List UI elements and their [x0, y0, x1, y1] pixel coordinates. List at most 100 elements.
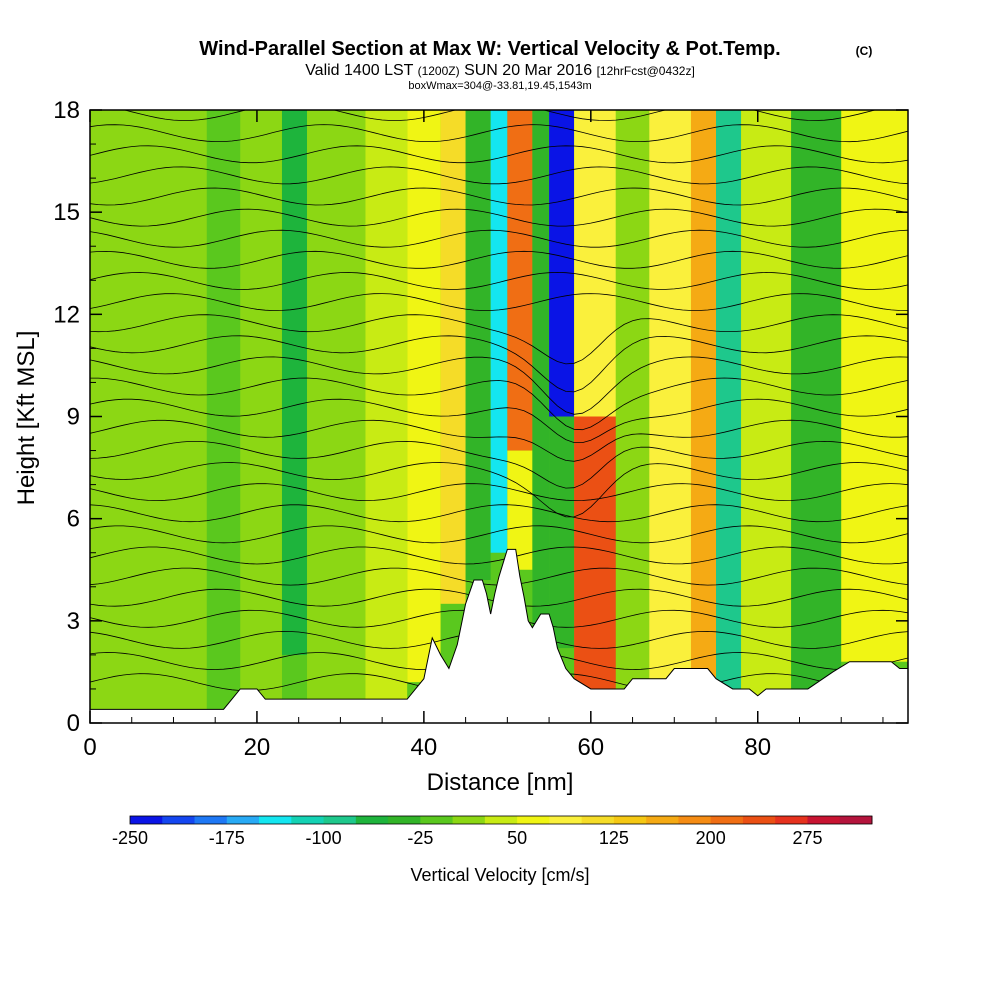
colorbar-tick-label-1: -175 — [209, 828, 245, 848]
isentrope-22 — [90, 208, 908, 227]
velocity-cell-5 — [365, 110, 408, 700]
colorbar-swatch-4 — [259, 816, 292, 824]
colorbar-swatch-18 — [710, 816, 744, 824]
colorbar-swatch-2 — [194, 816, 228, 824]
colorbar-frame — [129, 815, 873, 825]
y-tick-label-6: 18 — [53, 97, 80, 124]
x-tick-label-4: 80 — [744, 734, 771, 761]
chart-title: Wind-Parallel Section at Max W: Vertical… — [199, 38, 780, 60]
isentrope-7 — [90, 525, 908, 544]
velocity-cell-3 — [281, 110, 308, 655]
isentrope-8 — [90, 504, 908, 523]
colorbar-swatch-16 — [646, 816, 679, 824]
terrain-mask — [90, 548, 908, 723]
colorbar-swatch-3 — [226, 816, 260, 824]
colorbar-swatch-15 — [613, 816, 647, 824]
subtitle-forecast: [12hrFcst@0432z] — [597, 64, 695, 78]
colorbar-swatch-1 — [162, 816, 196, 824]
chart-subtitle: Valid 1400 LST (1200Z) SUN 20 Mar 2016 [… — [305, 62, 695, 79]
isentrope-23 — [90, 187, 908, 206]
isentrope-21 — [90, 229, 908, 248]
colorbar-swatch-0 — [130, 816, 163, 824]
isentrope-16 — [90, 335, 908, 393]
y-tick-label-4: 12 — [53, 301, 80, 328]
isentrope-27 — [122, 110, 877, 121]
copyright-mark: (C) — [856, 44, 873, 58]
x-tick-label-3: 60 — [577, 734, 604, 761]
colorbar-tick-label-0: -250 — [112, 828, 148, 848]
x-tick-label-1: 20 — [244, 734, 271, 761]
velocity-cell-23 — [841, 110, 908, 662]
isentrope-9 — [90, 483, 908, 502]
isentrope-15 — [90, 356, 908, 415]
colorbar-swatch-14 — [581, 816, 615, 824]
colorbar-swatch-13 — [549, 816, 583, 824]
velocity-cell-7 — [440, 110, 466, 604]
isentrope-24 — [90, 166, 908, 185]
colorbar-tick-label-2: -100 — [306, 828, 342, 848]
colorbar-swatch-12 — [517, 816, 550, 824]
colorbar-swatch-17 — [678, 816, 712, 824]
velocity-cell-22 — [791, 110, 842, 689]
colorbar-swatch-5 — [291, 816, 325, 824]
velocity-cell-18 — [649, 110, 691, 679]
isentrope-26 — [90, 124, 908, 143]
colorbar-tick-label-4: 50 — [507, 828, 527, 848]
colorbar-tick-label-3: -25 — [407, 828, 433, 848]
colorbar-swatch-10 — [452, 816, 486, 824]
colorbar-label: Vertical Velocity [cm/s] — [410, 865, 589, 885]
colorbar-swatch-22 — [839, 816, 873, 824]
x-tick-label-2: 40 — [411, 734, 438, 761]
colorbar-swatch-11 — [484, 816, 518, 824]
velocity-cell-6 — [407, 110, 441, 683]
isentrope-14 — [90, 377, 908, 431]
colorbar-tick-label-5: 125 — [599, 828, 629, 848]
velocity-cells — [90, 110, 908, 710]
velocity-cell-4 — [307, 110, 366, 700]
y-axis-label: Height [Kft MSL] — [13, 331, 40, 506]
velocity-cell-10 — [507, 110, 533, 451]
x-tick-label-0: 0 — [83, 734, 96, 761]
y-tick-label-5: 15 — [53, 199, 80, 226]
colorbar-swatch-21 — [807, 816, 841, 824]
velocity-cell-14 — [549, 416, 575, 649]
colorbar-swatch-7 — [355, 816, 389, 824]
colorbar-tick-label-7: 275 — [792, 828, 822, 848]
colorbar-swatch-8 — [388, 816, 421, 824]
box-info: boxWmax=304@-33.81,19.45,1543m — [408, 80, 591, 92]
y-axis-ticks: 0 3 6 9 12 15 18 — [53, 97, 908, 737]
colorbar-ticks: -250 -175 -100 -25 50 125 200 275 — [112, 828, 823, 848]
isentrope-19 — [90, 271, 908, 290]
isentrope-18 — [90, 293, 908, 312]
velocity-cell-8 — [465, 110, 491, 580]
isentrope-13 — [90, 398, 908, 443]
colorbar-swatch-19 — [742, 816, 776, 824]
subtitle-utc: (1200Z) — [418, 64, 460, 78]
isentrope-25 — [90, 145, 908, 164]
velocity-cell-13 — [549, 110, 575, 417]
colorbar-swatch-20 — [775, 816, 808, 824]
velocity-cell-1 — [206, 110, 241, 710]
x-axis-ticks: 0 20 40 60 80 — [83, 110, 884, 761]
colorbar-swatch-6 — [323, 816, 357, 824]
isentrope-10 — [90, 462, 908, 518]
velocity-cell-17 — [615, 110, 650, 689]
subtitle-date: SUN 20 Mar 2016 — [464, 62, 592, 79]
y-tick-label-2: 6 — [67, 506, 80, 533]
colorbar — [129, 815, 873, 825]
velocity-cell-16 — [574, 110, 616, 417]
colorbar-tick-label-6: 200 — [696, 828, 726, 848]
x-axis-label: Distance [nm] — [427, 769, 574, 796]
isentrope-12 — [90, 419, 908, 462]
y-tick-label-0: 0 — [67, 710, 80, 737]
isentrope-6 — [90, 546, 908, 565]
velocity-cell-20 — [716, 110, 742, 689]
isentrope-20 — [90, 250, 908, 269]
y-tick-label-3: 9 — [67, 404, 80, 431]
velocity-cell-21 — [741, 110, 792, 696]
isentrope-11 — [90, 440, 908, 489]
subtitle-valid: Valid 1400 LST — [305, 62, 413, 79]
plot-area — [90, 110, 908, 723]
y-tick-label-1: 3 — [67, 608, 80, 635]
